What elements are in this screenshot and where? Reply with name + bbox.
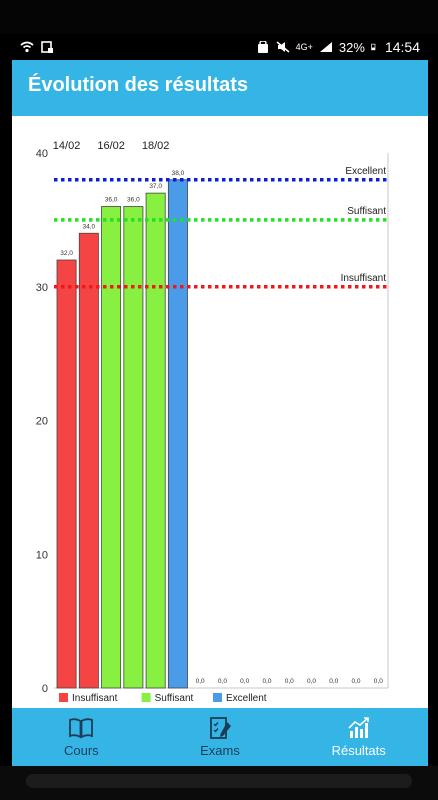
device-home-bar bbox=[26, 774, 412, 788]
bar-value-label: 0,0 bbox=[329, 678, 338, 685]
results-chart-icon bbox=[348, 717, 369, 738]
bar-value-label: 0,0 bbox=[352, 678, 361, 685]
nav-item-exams[interactable]: Exams bbox=[151, 708, 290, 766]
bar-value-label: 0,0 bbox=[374, 678, 383, 685]
legend-swatch bbox=[213, 693, 222, 702]
wifi-icon bbox=[20, 41, 34, 53]
y-tick-label: 20 bbox=[36, 416, 48, 428]
y-tick-label: 10 bbox=[36, 549, 48, 561]
x-tick-label: 16/02 bbox=[97, 140, 125, 152]
x-tick-label: 14/02 bbox=[53, 140, 81, 152]
bar-value-label: 0,0 bbox=[196, 678, 205, 685]
bar-value-label: 32,0 bbox=[60, 250, 73, 257]
threshold-label: Excellent bbox=[345, 166, 386, 177]
bar-value-label: 34,0 bbox=[83, 223, 96, 230]
threshold-label: Insuffisant bbox=[341, 273, 387, 284]
battery-percent: 32% bbox=[338, 39, 365, 55]
nav-item-cours[interactable]: Cours bbox=[12, 708, 151, 766]
bar-value-label: 36,0 bbox=[105, 197, 118, 204]
app-screen: Évolution des résultats 0 10 20 30 40 32,0 14/… bbox=[12, 60, 428, 766]
bar-value-label: 0,0 bbox=[307, 678, 316, 685]
chart-svg: 0 10 20 30 40 32,0 14/02 34,0 36,0 16/02 36,0 37,0 1… bbox=[36, 140, 389, 704]
app-bar: Évolution des résultats bbox=[12, 60, 428, 116]
x-tick-label: 18/02 bbox=[142, 140, 170, 152]
bar bbox=[167, 179, 188, 689]
legend-label: Suffisant bbox=[155, 693, 194, 704]
bar-value-label: 0,0 bbox=[240, 678, 249, 685]
bar-value-label: 37,0 bbox=[149, 183, 162, 190]
y-tick-label: 40 bbox=[36, 148, 48, 160]
bar bbox=[56, 259, 77, 689]
bar-value-label: 36,0 bbox=[127, 197, 140, 204]
nav-item-resultats[interactable]: Résultats bbox=[289, 708, 428, 766]
alarm-lock-icon bbox=[257, 41, 268, 53]
bottom-navigation: Cours Exams Résultats bbox=[12, 708, 428, 766]
status-bar: 4G+ 32% 14:54 bbox=[12, 34, 428, 60]
device-bezel-top bbox=[0, 0, 438, 34]
threshold-label: Suffisant bbox=[347, 206, 386, 217]
y-tick-label: 0 bbox=[42, 683, 48, 695]
book-icon bbox=[69, 718, 94, 739]
bar-value-label: 38,0 bbox=[172, 170, 185, 177]
nav-label-resultats: Résultats bbox=[331, 743, 386, 758]
bar bbox=[78, 232, 99, 689]
bar bbox=[123, 206, 144, 689]
bar-value-label: 0,0 bbox=[262, 678, 271, 685]
legend-label: Excellent bbox=[226, 693, 267, 704]
legend-swatch bbox=[141, 693, 151, 702]
legend-swatch bbox=[59, 693, 68, 702]
mute-icon bbox=[276, 41, 290, 53]
bar-value-label: 0,0 bbox=[285, 678, 294, 685]
y-tick-label: 30 bbox=[36, 282, 48, 294]
results-chart: 0 10 20 30 40 32,0 14/02 34,0 36,0 16/02 36,0 37,0 1… bbox=[12, 116, 428, 708]
bar bbox=[101, 206, 122, 689]
clock: 14:54 bbox=[384, 39, 420, 55]
bar-value-label: 0,0 bbox=[218, 678, 227, 685]
network-type: 4G+ bbox=[295, 42, 313, 52]
bar bbox=[145, 192, 166, 689]
signal-icon bbox=[319, 42, 332, 52]
legend-label: Insuffisant bbox=[72, 693, 118, 704]
notification-icon bbox=[41, 41, 53, 53]
nav-label-exams: Exams bbox=[200, 743, 240, 758]
page-title: Évolution des résultats bbox=[28, 74, 249, 96]
battery-icon bbox=[371, 43, 376, 51]
nav-label-cours: Cours bbox=[63, 743, 99, 758]
exam-checklist-icon bbox=[210, 717, 231, 739]
